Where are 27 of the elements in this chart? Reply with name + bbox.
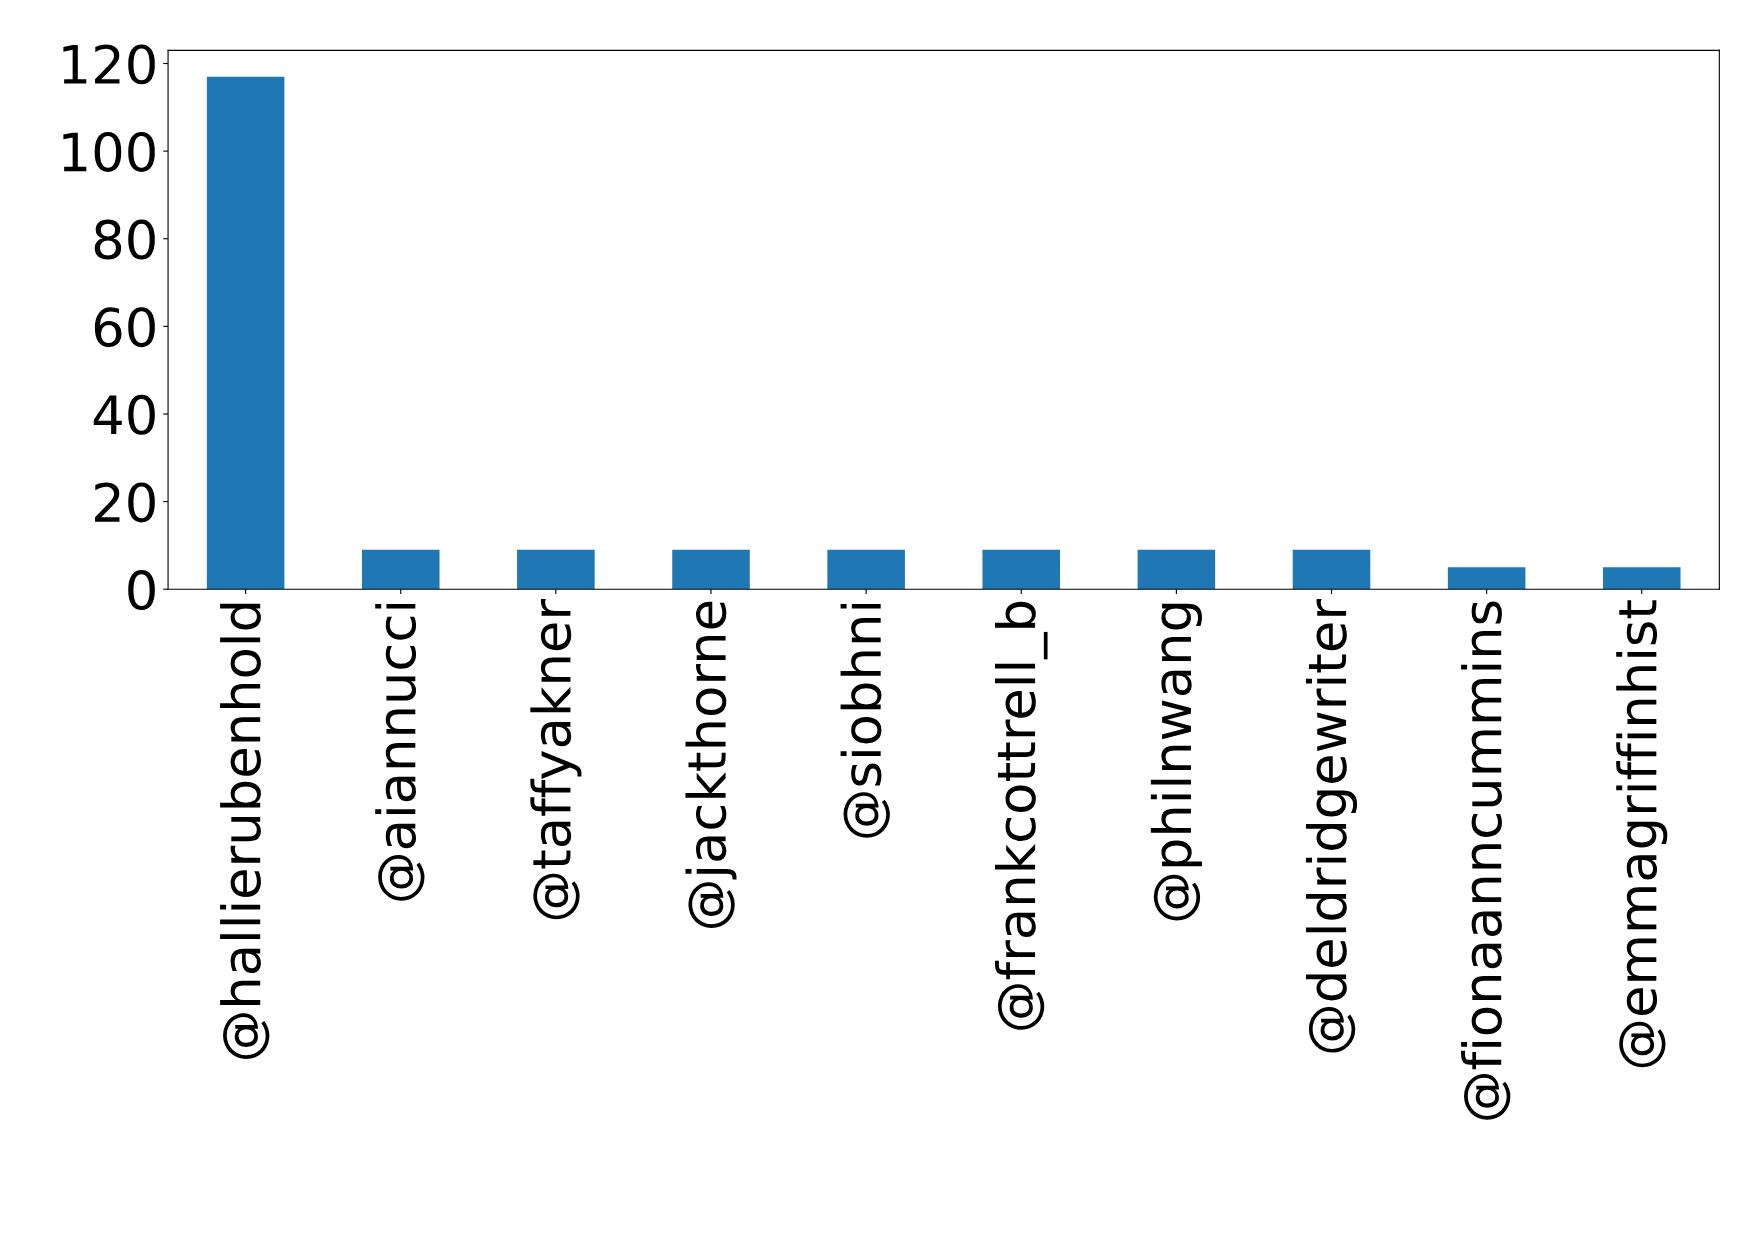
y-tick-label: 60 [94,307,155,348]
y-tick-label: 40 [93,394,155,435]
bar [1447,567,1526,590]
bar [1292,549,1371,590]
x-tick-label: @emmagriffinhist [1616,600,1668,1068]
bar [672,549,750,590]
x-tick-label: @siobhni [840,603,890,838]
y-tick-label: 20 [95,482,155,523]
x-tick-label: @fionaanncummins [1461,601,1511,1120]
x-tick-label: @philnwang [1150,603,1202,921]
bar [1602,567,1681,590]
y-tick-label: 120 [63,44,155,85]
bar [1137,549,1216,590]
y-tick-label: 80 [94,219,155,260]
bar [982,549,1061,590]
bar [361,549,440,590]
bar [827,549,905,590]
x-tick-label: @deldridgewriter [1305,598,1358,1053]
bar [206,76,285,590]
x-tick-label: @frankcottrell_b [994,601,1048,1030]
y-tick-label: 100 [63,132,155,172]
x-tick-label: @hallierubenhold [220,603,270,1059]
x-tick-label: @taffyakner [530,598,582,920]
x-tick-label: @aiannucci [375,603,425,901]
x-tick-label: @jackthorne [685,601,737,928]
bar [517,549,595,590]
y-tick-label: 0 [128,570,155,611]
